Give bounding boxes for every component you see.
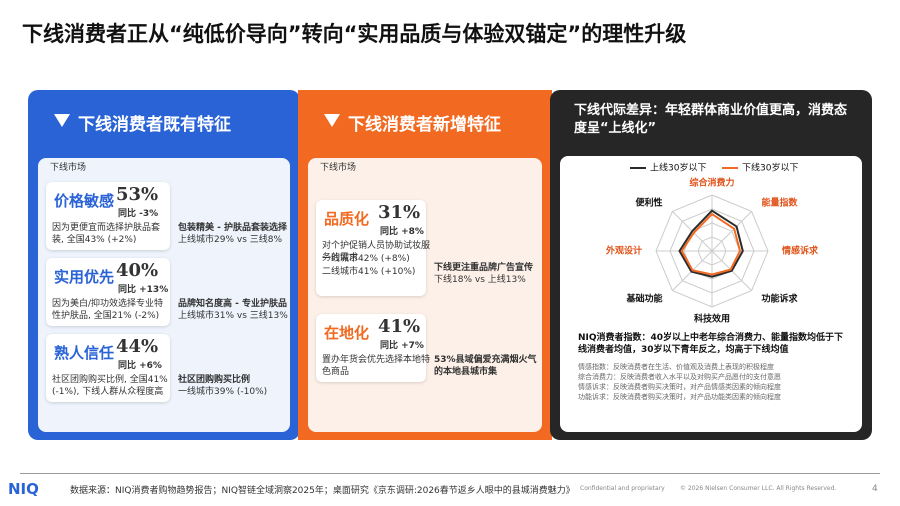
feature-value: 40% bbox=[116, 260, 159, 281]
feature-side: 包装精美 - 护肤品套装选择 bbox=[178, 223, 288, 233]
feature-side: 上线城市31% vs 三线13% bbox=[178, 311, 288, 321]
feature-side: 社区团购购买比例 bbox=[178, 375, 251, 385]
feature-desc: 置办年货会优先选择本地特色商品 bbox=[322, 355, 431, 377]
axis-label: 外观设计 bbox=[605, 245, 642, 257]
feature-side: 53%县域偏爱充满烟火气的本地县城市集 bbox=[434, 355, 537, 377]
panel-header: 下线消费者新增特征 bbox=[348, 115, 501, 135]
legend-label: 上线30岁以下 bbox=[650, 162, 706, 174]
market-label: 下线市场 bbox=[320, 163, 357, 173]
feature-value: 44% bbox=[116, 336, 159, 357]
feature-card: 品质化 31% 同比 +8% bbox=[316, 200, 426, 296]
feature-side: 上线城市29% vs 三线8% bbox=[178, 235, 283, 245]
feature-desc: 一线城市42% (+8%) bbox=[322, 254, 410, 264]
market-label: 下线市场 bbox=[50, 163, 87, 173]
definition: 功能诉求：反映消费者购买决策时，对产品功能类因素的倾向程度 bbox=[578, 393, 781, 401]
feature-change: 同比 -3% bbox=[118, 209, 159, 219]
feature-change: 同比 +7% bbox=[380, 341, 424, 351]
axis-label: 基础功能 bbox=[625, 293, 662, 305]
feature-side: 下线更注重品牌广告宣传 bbox=[434, 263, 534, 273]
confidential: Confidential and proprietary bbox=[580, 485, 665, 492]
feature-desc: 二线城市41% (+10%) bbox=[322, 267, 416, 277]
feature-desc: 对个护促销人员协助试妆服务的需求 bbox=[322, 241, 431, 263]
feature-value: 41% bbox=[378, 316, 421, 337]
feature-change: 同比 +6% bbox=[118, 361, 162, 371]
feature-card: 价格敏感 53% 同比 -3% bbox=[46, 182, 170, 250]
feature-change: 同比 +8% bbox=[380, 227, 424, 237]
panel-header: 下线代际差异：年轻群体商业价值更高，消费态度呈“上线化” bbox=[574, 103, 848, 136]
feature-card: 熟人信任 44% 同比 +6% bbox=[46, 334, 170, 402]
feature-desc: 因为更便宜而选择护肤品套装, 全国43% (+2%) bbox=[52, 223, 161, 245]
feature-side: 品牌知名度高 - 专业护肤品 bbox=[178, 299, 288, 309]
feature-label: 品质化 bbox=[324, 210, 370, 228]
definition: 情感诉求：反映消费者购买决策时，对产品情感类因素的倾向程度 bbox=[578, 383, 781, 391]
feature-label: 在地化 bbox=[324, 324, 370, 342]
series-line bbox=[680, 212, 742, 276]
feature-label: 熟人信任 bbox=[54, 344, 115, 362]
feature-side: 一线城市39% (-10%) bbox=[178, 387, 268, 397]
panel-icon bbox=[324, 114, 340, 127]
axis-label: 能量指数 bbox=[761, 196, 798, 208]
panel-new: 下线市场品质化 31% 同比 +8% 对个护促销人员协助试妆服务的需求 一线城市42% … bbox=[298, 90, 552, 440]
axis-label: 综合消费力 bbox=[689, 177, 734, 189]
definition: 综合消费力：反映消费者收入水平以及对购买产品愿付的支付意愿 bbox=[578, 373, 781, 381]
axis-label: 功能诉求 bbox=[761, 293, 798, 305]
page-number: 4 bbox=[872, 484, 878, 494]
note: NIQ消费者指数：40岁以上中老年综合消费力、能量指数均低于下线消费者均值，30… bbox=[578, 333, 844, 355]
panel-existing: 下线市场价格敏感 53% 同比 -3% 因为更便宜而选择护肤品套装, 全国43% (+… bbox=[28, 90, 300, 440]
feature-card: 在地化 41% 同比 +7% bbox=[316, 314, 426, 382]
axis-label: 便利性 bbox=[635, 196, 662, 208]
logo: NIQ bbox=[8, 480, 39, 498]
feature-card: 实用优先 40% 同比 +13% bbox=[46, 258, 170, 326]
slide-title: 下线消费者正从“纯低价导向”转向“实用品质与体验双锚定”的理性升级 bbox=[22, 22, 687, 46]
copyright: © 2026 Nielsen Consumer LLC. All Rights … bbox=[680, 485, 837, 492]
axis-label: 情感诉求 bbox=[781, 245, 819, 257]
panel-header: 下线消费者既有特征 bbox=[78, 115, 231, 135]
feature-side: 下线18% vs 上线13% bbox=[434, 275, 526, 285]
series-line bbox=[678, 209, 744, 278]
legend-label: 下线30岁以下 bbox=[742, 162, 798, 174]
feature-value: 53% bbox=[116, 184, 159, 205]
panel-generation: 下线代际差异：年轻群体商业价值更高，消费态度呈“上线化” 综合消费力能量指数情感… bbox=[550, 90, 872, 440]
spoke bbox=[711, 211, 752, 252]
source: 数据来源：NIQ消费者购物趋势报告；NIQ智链全域洞察2025年；桌面研究《京东… bbox=[70, 486, 575, 496]
feature-label: 价格敏感 bbox=[54, 192, 115, 210]
feature-change: 同比 +13% bbox=[118, 285, 169, 295]
feature-desc: 因为美白/抑功效选择专业特性护肤品, 全国21% (-2%) bbox=[52, 299, 164, 321]
definition: 情感指数：反映消费者在生活、价值观及消费上表现的积极程度 bbox=[578, 363, 774, 371]
footer-rule bbox=[20, 473, 880, 474]
feature-desc: 社区团购购买比例, 全国41% (-1%), 下线人群从众程度高 bbox=[52, 375, 168, 397]
feature-value: 31% bbox=[378, 202, 421, 223]
axis-label: 科技效用 bbox=[694, 313, 730, 325]
feature-label: 实用优先 bbox=[54, 268, 115, 286]
panel-icon bbox=[54, 114, 70, 127]
